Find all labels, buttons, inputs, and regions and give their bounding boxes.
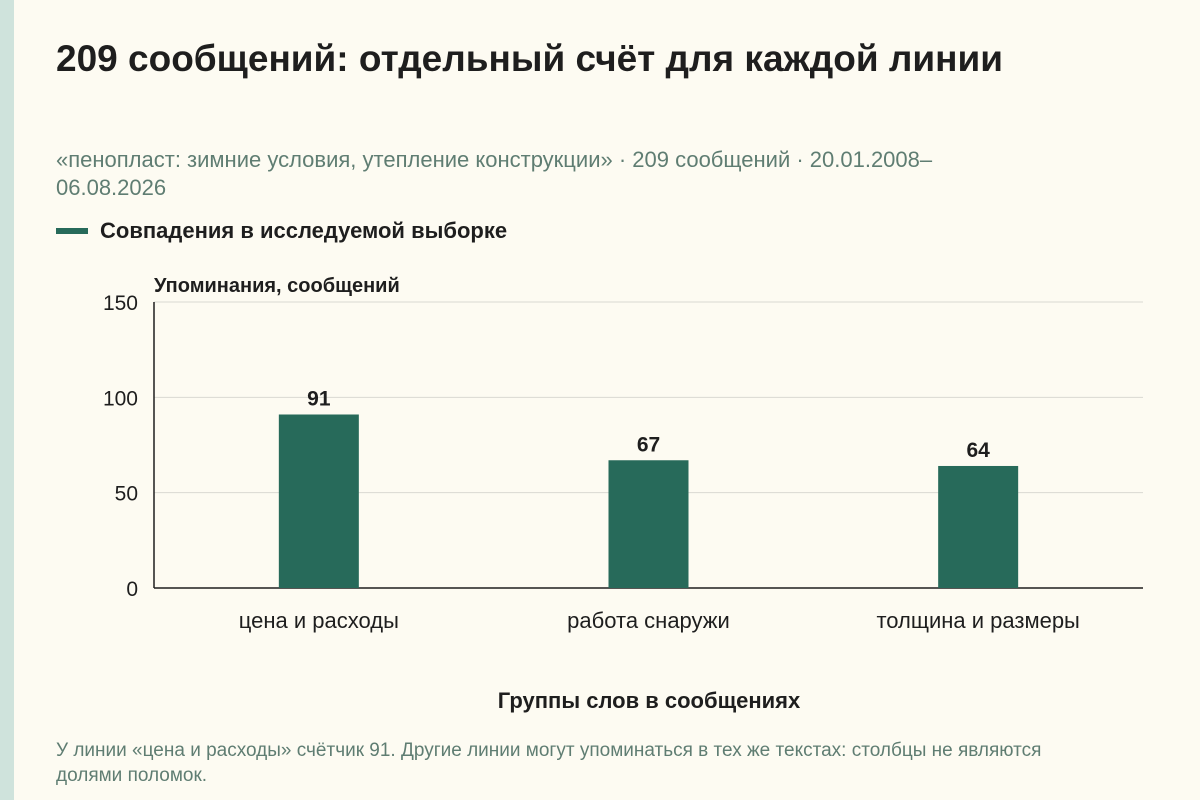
- x-tick-label: цена и расходы: [239, 608, 399, 633]
- accent-stripe: [0, 0, 14, 800]
- y-tick-label: 0: [126, 578, 138, 601]
- footnote: У линии «цена и расходы» счётчик 91. Дру…: [56, 740, 1042, 786]
- x-tick-label: работа снаружи: [567, 608, 730, 633]
- y-tick-label: 50: [115, 483, 138, 506]
- bar-data-label: 91: [307, 387, 331, 410]
- legend: Совпадения в исследуемой выборке: [56, 218, 507, 244]
- bars: 91 67 64: [278, 387, 1019, 588]
- y-tick-label: 150: [103, 292, 138, 315]
- x-axis-label: Группы слов в сообщениях: [498, 688, 801, 713]
- chart-subtitle: «пенопласт: зимние условия, утепление ко…: [56, 147, 933, 200]
- y-tick-label: 100: [103, 387, 138, 410]
- x-axis-ticks: цена и расходы работа снаружи толщина и ра…: [239, 608, 1080, 633]
- bar-data-label: 67: [637, 433, 660, 456]
- bar: [608, 460, 689, 588]
- bar: [278, 414, 359, 588]
- legend-swatch: [56, 228, 88, 234]
- x-tick-label: толщина и размеры: [876, 608, 1079, 633]
- bar-data-label: 64: [966, 439, 990, 462]
- y-axis-ticks: 0 50 100 150: [103, 292, 138, 601]
- gridlines: [153, 301, 1143, 589]
- bar: [938, 465, 1019, 588]
- legend-label: Совпадения в исследуемой выборке: [100, 218, 508, 243]
- chart-title: 209 сообщений: отдельный счёт для каждой…: [56, 38, 1003, 79]
- y-axis-label: Упоминания, сообщений: [154, 275, 400, 297]
